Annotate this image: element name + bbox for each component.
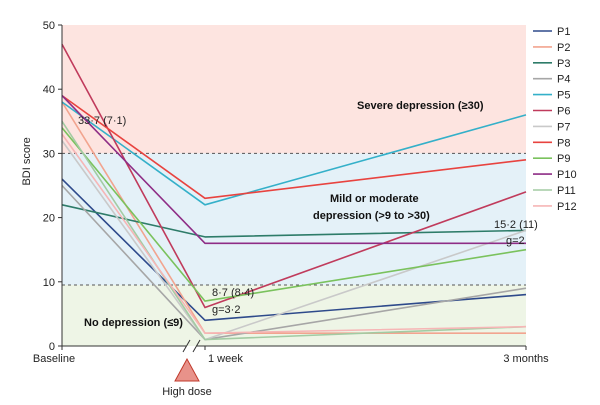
y-tick-label-10: 10: [43, 277, 55, 289]
zone-label-mild-line1: Mild or moderate: [330, 193, 419, 205]
x-tick-label-2: 3 months: [503, 353, 549, 365]
annotation-week-mean: 8·7 (8·4): [212, 287, 254, 299]
y-tick-label-50: 50: [43, 20, 55, 32]
legend-label-p12: P12: [557, 201, 577, 213]
legend-label-p3: P3: [557, 58, 570, 70]
series-line-p11: [61, 120, 527, 341]
legend-label-p4: P4: [557, 74, 570, 86]
threshold-lines: [62, 152, 526, 286]
legend-label-p7: P7: [557, 121, 570, 133]
y-tick-label-20: 20: [43, 213, 55, 225]
legend-label-p6: P6: [557, 106, 570, 118]
annotation-month-mean: 15·2 (11): [494, 219, 538, 231]
legend-label-p11: P11: [557, 185, 576, 197]
legend-label-p5: P5: [557, 90, 570, 102]
zone-none: [62, 285, 526, 346]
legend-label-p9: P9: [557, 153, 570, 165]
legend-label-p2: P2: [557, 42, 570, 54]
high-dose-label: High dose: [162, 386, 212, 398]
series-line-p10: [61, 95, 526, 245]
series-line-p12: [61, 133, 527, 335]
annotation-week-g: g=3·2: [212, 304, 240, 316]
labels: Severe depression (≥30) Mild or moderate d…: [78, 100, 538, 398]
legend-label-p10: P10: [557, 169, 577, 181]
zone-label-none: No depression (≤9): [84, 317, 183, 329]
annotation-baseline-mean: 33·7 (7·1): [78, 115, 126, 127]
series-line-p3: [61, 204, 527, 238]
series-line-p8: [61, 94, 527, 200]
series-line-p5: [61, 101, 527, 206]
legend-label-p1: P1: [557, 26, 570, 38]
legend: P1 P2 P3 P4 P5 P6 P7 P8 P9 P10 P11 P12: [533, 26, 577, 213]
series-line-p6: [61, 43, 527, 309]
y-tick-label-40: 40: [43, 84, 55, 96]
series-line-p9: [61, 127, 527, 302]
y-tick-label-30: 30: [43, 148, 55, 160]
x-tick-label-0: Baseline: [33, 353, 75, 365]
y-tick-label-0: 0: [49, 341, 55, 353]
y-axis-title: BDI score: [21, 137, 33, 185]
axis-break-slash-1: [182, 339, 191, 353]
annotation-month-g: g=2: [506, 235, 525, 247]
zone-severe: [62, 25, 526, 154]
legend-label-p8: P8: [557, 137, 570, 149]
zones: [62, 25, 526, 346]
series-lines: [61, 43, 527, 341]
axis-break-slash-2: [192, 339, 201, 353]
high-dose-marker: [174, 357, 200, 382]
zone-label-mild-line2: depression (>9 to >30): [313, 210, 430, 222]
zone-label-severe: Severe depression (≥30): [357, 100, 484, 112]
axes: 0 10 20 30 40 50 Baseline 1 week 3 months BDI sco…: [21, 20, 549, 365]
series-line-p1: [61, 178, 527, 322]
x-tick-label-1: 1 week: [208, 353, 243, 365]
